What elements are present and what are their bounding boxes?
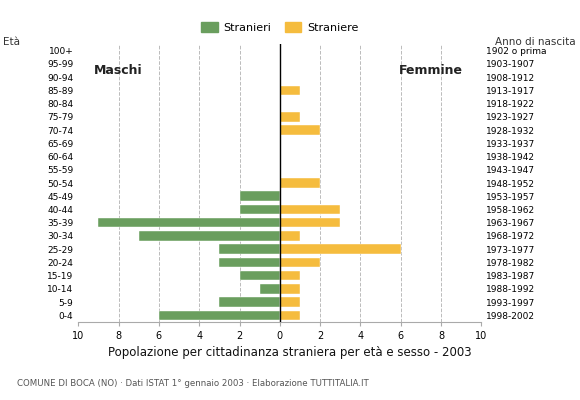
- Bar: [99, 218, 280, 228]
- Text: Popolazione per cittadinanza straniera per età e sesso - 2003: Popolazione per cittadinanza straniera p…: [108, 346, 472, 359]
- Bar: [219, 244, 280, 254]
- Bar: [280, 231, 300, 241]
- Bar: [280, 125, 320, 135]
- Bar: [139, 231, 280, 241]
- Bar: [280, 297, 300, 307]
- Bar: [280, 112, 300, 122]
- Bar: [219, 258, 280, 267]
- Bar: [159, 311, 280, 320]
- Text: Anno di nascita: Anno di nascita: [495, 37, 576, 47]
- Bar: [280, 311, 300, 320]
- Bar: [280, 284, 300, 294]
- Bar: [280, 271, 300, 280]
- Bar: [280, 244, 401, 254]
- Text: Femmine: Femmine: [399, 64, 463, 77]
- Bar: [280, 205, 340, 214]
- Bar: [240, 192, 280, 201]
- Bar: [280, 218, 340, 228]
- Text: Età: Età: [3, 37, 20, 47]
- Bar: [280, 258, 320, 267]
- Bar: [280, 86, 300, 95]
- Legend: Stranieri, Straniere: Stranieri, Straniere: [197, 18, 363, 37]
- Bar: [260, 284, 280, 294]
- Bar: [280, 178, 320, 188]
- Bar: [219, 297, 280, 307]
- Bar: [240, 205, 280, 214]
- Bar: [240, 271, 280, 280]
- Text: Maschi: Maschi: [95, 64, 143, 77]
- Text: COMUNE DI BOCA (NO) · Dati ISTAT 1° gennaio 2003 · Elaborazione TUTTITALIA.IT: COMUNE DI BOCA (NO) · Dati ISTAT 1° genn…: [17, 379, 369, 388]
